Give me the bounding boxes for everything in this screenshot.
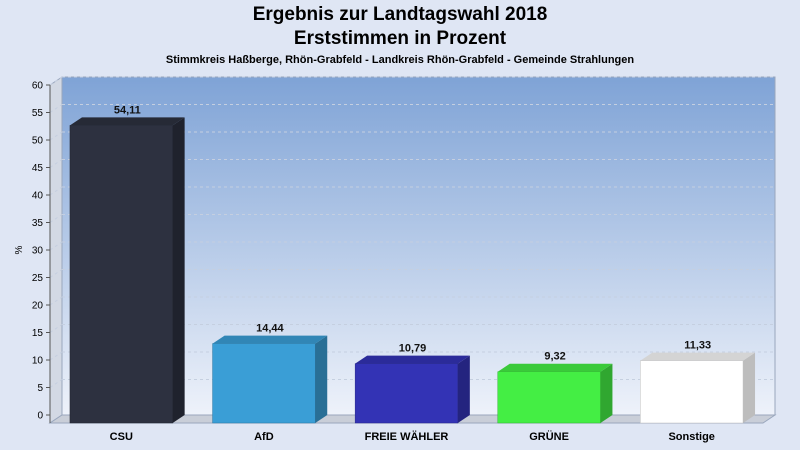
bar-top [640, 352, 756, 361]
grid-line-side [49, 241, 63, 251]
data-label: 14,44 [256, 323, 284, 335]
grid-line-side [49, 351, 63, 361]
y-tick-label: 45 [32, 163, 44, 174]
grid-line-side [49, 186, 63, 196]
y-tick-label: 0 [37, 411, 43, 422]
bar-top [497, 363, 613, 372]
chart-subtitle: Erststimmen in Prozent [293, 28, 507, 49]
chart-subtitle-region: Stimmkreis Haßberge, Rhön-Grabfeld - Lan… [165, 54, 635, 66]
y-tick-label: 55 [32, 108, 44, 119]
bar-freie-wähler [354, 355, 470, 424]
bar-afd [212, 335, 328, 424]
bar-side [315, 335, 328, 423]
grid-line-side [49, 104, 63, 113]
data-label: 10,79 [399, 343, 427, 355]
y-tick-label: 20 [32, 301, 44, 312]
grid-line-side [49, 131, 63, 141]
grid-line-side [49, 296, 63, 306]
y-tick-label: 10 [32, 356, 44, 367]
y-axis-label: % [14, 245, 25, 254]
bar-side [457, 355, 470, 423]
bar-front [212, 343, 316, 424]
grid-line-side [49, 379, 63, 388]
bar-side [600, 363, 613, 423]
x-tick-label: GRÜNE [529, 430, 569, 443]
y-tick-label: 25 [32, 273, 44, 284]
bar-front [640, 360, 744, 424]
x-tick-label: AfD [254, 431, 274, 443]
bar-side [172, 117, 185, 424]
grid-line-side [49, 159, 63, 168]
grid-line-side [49, 324, 63, 333]
bar-front [497, 371, 601, 424]
x-tick-label: FREIE WÄHLER [365, 430, 449, 443]
x-tick-label: CSU [110, 431, 133, 443]
grid-line-side [49, 269, 63, 278]
data-label: 54,11 [114, 104, 141, 116]
bar-grüne [497, 363, 613, 424]
data-label: 9,32 [544, 351, 565, 363]
bar-sonstige [640, 352, 756, 424]
x-tick-label: Sonstige [668, 431, 714, 443]
bar-top [355, 355, 470, 364]
plot-side-wall [49, 76, 63, 424]
grid-line-side [49, 76, 63, 86]
y-tick-label: 30 [32, 246, 44, 257]
y-tick-label: 60 [32, 81, 44, 92]
data-label: 11,33 [684, 340, 711, 352]
grid-line-side [49, 214, 63, 223]
bar-top [69, 117, 185, 126]
bar-front [354, 363, 459, 424]
bar-front [69, 125, 173, 424]
y-tick-label: 15 [32, 328, 44, 339]
chart-title: Ergebnis zur Landtagswahl 2018 [252, 4, 548, 25]
bar-side [743, 352, 756, 423]
bar-csu [69, 117, 185, 424]
y-tick-label: 35 [32, 218, 44, 229]
y-tick-label: 40 [32, 191, 44, 202]
y-tick-label: 50 [32, 136, 44, 147]
y-tick-label: 5 [37, 383, 43, 394]
bar-top [212, 335, 328, 344]
